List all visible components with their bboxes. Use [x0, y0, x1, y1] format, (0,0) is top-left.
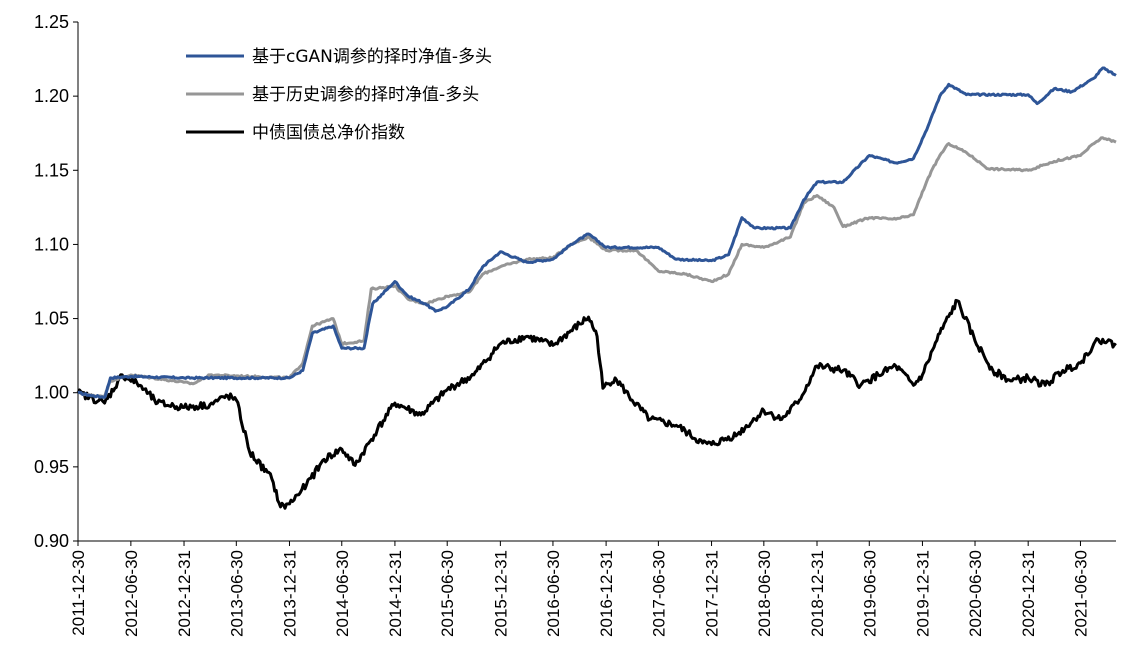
y-tick-label: 0.95 [34, 457, 69, 477]
x-tick-label: 2018-06-30 [755, 550, 774, 637]
legend-label-0: 基于cGAN调参的择时净值-多头 [252, 47, 492, 67]
x-tick-label: 2020-06-30 [966, 550, 985, 637]
x-tick-label: 2014-06-30 [333, 550, 352, 637]
x-axis-ticks: 2011-12-30 2012-06-30 2012-12-31 2013-06-30… [69, 541, 1090, 637]
series-line-2 [76, 298, 1117, 510]
legend-label-2: 中债国债总净价指数 [252, 123, 405, 143]
x-tick-label: 2016-12-31 [597, 550, 616, 637]
y-tick-label: 1.15 [34, 160, 69, 180]
x-tick-label: 2015-06-30 [438, 550, 457, 637]
y-tick-label: 1.25 [34, 12, 69, 32]
x-tick-label: 2012-12-31 [175, 550, 194, 637]
x-tick-label: 2017-06-30 [649, 550, 668, 637]
series-layer [76, 66, 1117, 510]
legend-label-1: 基于历史调参的择时净值-多头 [252, 85, 479, 105]
x-tick-label: 2012-06-30 [122, 550, 141, 637]
series-line-1 [77, 136, 1117, 398]
x-tick-label: 2011-12-30 [69, 550, 88, 636]
axes [77, 22, 1116, 542]
x-tick-label: 2015-12-31 [491, 550, 510, 637]
x-tick-label: 2013-06-30 [227, 550, 246, 637]
y-tick-label: 0.90 [34, 531, 69, 551]
y-tick-label: 1.20 [34, 86, 69, 106]
x-tick-label: 2019-12-31 [913, 550, 932, 637]
x-tick-label: 2019-06-30 [860, 550, 879, 637]
series-line-0 [77, 66, 1117, 399]
y-axis-ticks: 0.90 0.95 1.00 1.05 1.10 1.15 1.20 1.25 [34, 12, 78, 551]
y-tick-label: 1.00 [34, 383, 69, 403]
x-tick-label: 2017-12-31 [703, 550, 722, 637]
x-tick-label: 2013-12-31 [280, 550, 299, 637]
y-tick-label: 1.05 [34, 309, 69, 329]
x-tick-label: 2016-06-30 [544, 550, 563, 637]
x-tick-label: 2018-12-31 [808, 550, 827, 637]
x-tick-label: 2021-06-30 [1071, 550, 1090, 637]
y-tick-label: 1.10 [34, 234, 69, 254]
x-tick-label: 2020-12-31 [1019, 550, 1038, 637]
x-tick-label: 2014-12-31 [386, 550, 405, 637]
